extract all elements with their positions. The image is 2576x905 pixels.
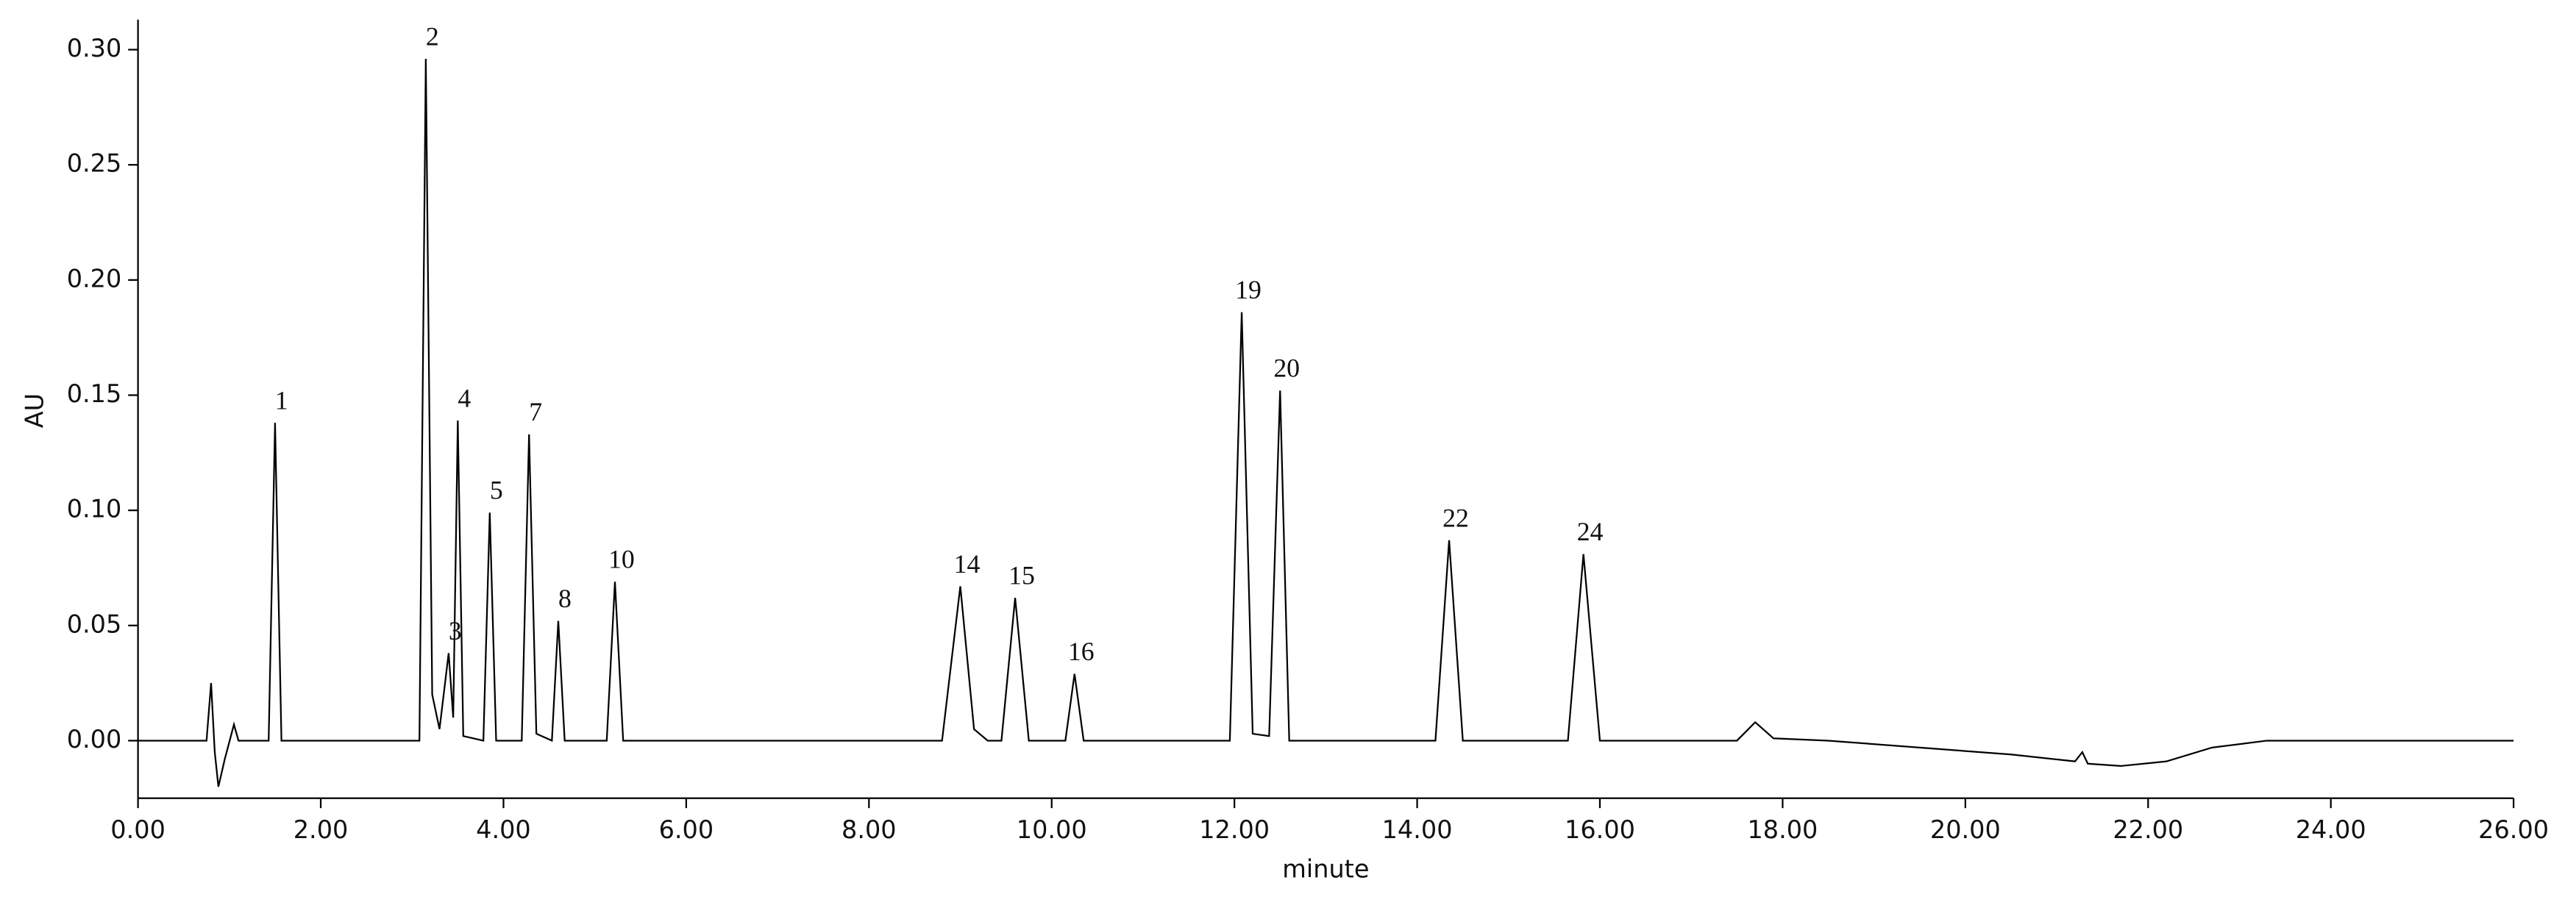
peak-label: 22: [1442, 503, 1469, 532]
x-tick-label: 26.00: [2478, 815, 2549, 844]
peak-label: 5: [490, 476, 503, 505]
x-tick-label: 0.00: [110, 815, 166, 844]
x-tick-label: 20.00: [1930, 815, 2001, 844]
peak-label: 20: [1273, 354, 1300, 383]
peak-label: 1: [275, 385, 288, 415]
x-axis-label: minute: [1282, 855, 1369, 884]
peak-label: 14: [954, 549, 981, 579]
y-tick-label: 0.00: [67, 725, 122, 754]
x-tick-label: 18.00: [1747, 815, 1818, 844]
x-tick-label: 24.00: [2296, 815, 2366, 844]
y-tick-label: 0.15: [67, 379, 122, 408]
x-tick-label: 6.00: [659, 815, 714, 844]
x-tick-label: 2.00: [293, 815, 349, 844]
peak-label: 24: [1577, 517, 1604, 546]
y-tick-label: 0.25: [67, 149, 122, 178]
peak-label: 10: [608, 545, 635, 574]
x-tick-label: 14.00: [1382, 815, 1453, 844]
peak-label: 19: [1235, 275, 1262, 304]
x-tick-label: 12.00: [1199, 815, 1270, 844]
x-tick-label: 10.00: [1017, 815, 1087, 844]
peak-label: 2: [426, 21, 439, 51]
x-tick-label: 16.00: [1565, 815, 1635, 844]
y-tick-label: 0.20: [67, 264, 122, 293]
y-tick-label: 0.30: [67, 34, 122, 62]
peak-label: 16: [1068, 637, 1095, 666]
y-tick-label: 0.05: [67, 609, 122, 638]
peak-label: 4: [458, 383, 471, 412]
peak-label: 7: [529, 397, 542, 426]
peak-label: 3: [449, 616, 462, 645]
y-tick-label: 0.10: [67, 495, 122, 523]
x-tick-label: 8.00: [842, 815, 897, 844]
peak-label: 15: [1008, 561, 1035, 590]
peak-label: 8: [558, 584, 572, 613]
x-tick-label: 4.00: [476, 815, 531, 844]
x-tick-label: 22.00: [2113, 815, 2183, 844]
y-axis-label: AU: [21, 393, 49, 428]
trace: [138, 59, 2514, 787]
